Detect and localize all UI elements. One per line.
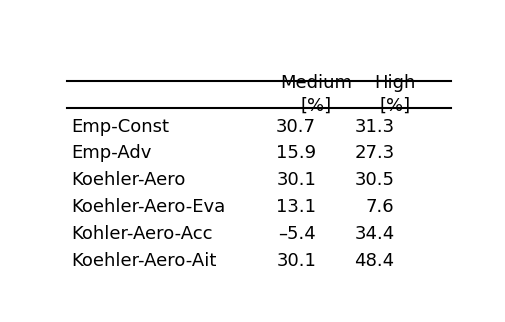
Text: Emp-Const: Emp-Const <box>71 118 169 136</box>
Text: Koehler-Aero-Ait: Koehler-Aero-Ait <box>71 251 216 270</box>
Text: Kohler-Aero-Acc: Kohler-Aero-Acc <box>71 225 212 243</box>
Text: 30.1: 30.1 <box>276 251 316 270</box>
Text: 31.3: 31.3 <box>354 118 394 136</box>
Text: 13.1: 13.1 <box>276 198 316 216</box>
Text: Koehler-Aero-Eva: Koehler-Aero-Eva <box>71 198 225 216</box>
Text: Emp-Adv: Emp-Adv <box>71 145 151 162</box>
Text: High
[%]: High [%] <box>373 74 415 115</box>
Text: Koehler-Aero: Koehler-Aero <box>71 171 185 189</box>
Text: 48.4: 48.4 <box>354 251 394 270</box>
Text: 30.1: 30.1 <box>276 171 316 189</box>
Text: 7.6: 7.6 <box>365 198 394 216</box>
Text: 34.4: 34.4 <box>354 225 394 243</box>
Text: 15.9: 15.9 <box>276 145 316 162</box>
Text: 30.5: 30.5 <box>354 171 394 189</box>
Text: 27.3: 27.3 <box>354 145 394 162</box>
Text: Medium
[%]: Medium [%] <box>280 74 351 115</box>
Text: 30.7: 30.7 <box>276 118 316 136</box>
Text: –5.4: –5.4 <box>278 225 316 243</box>
